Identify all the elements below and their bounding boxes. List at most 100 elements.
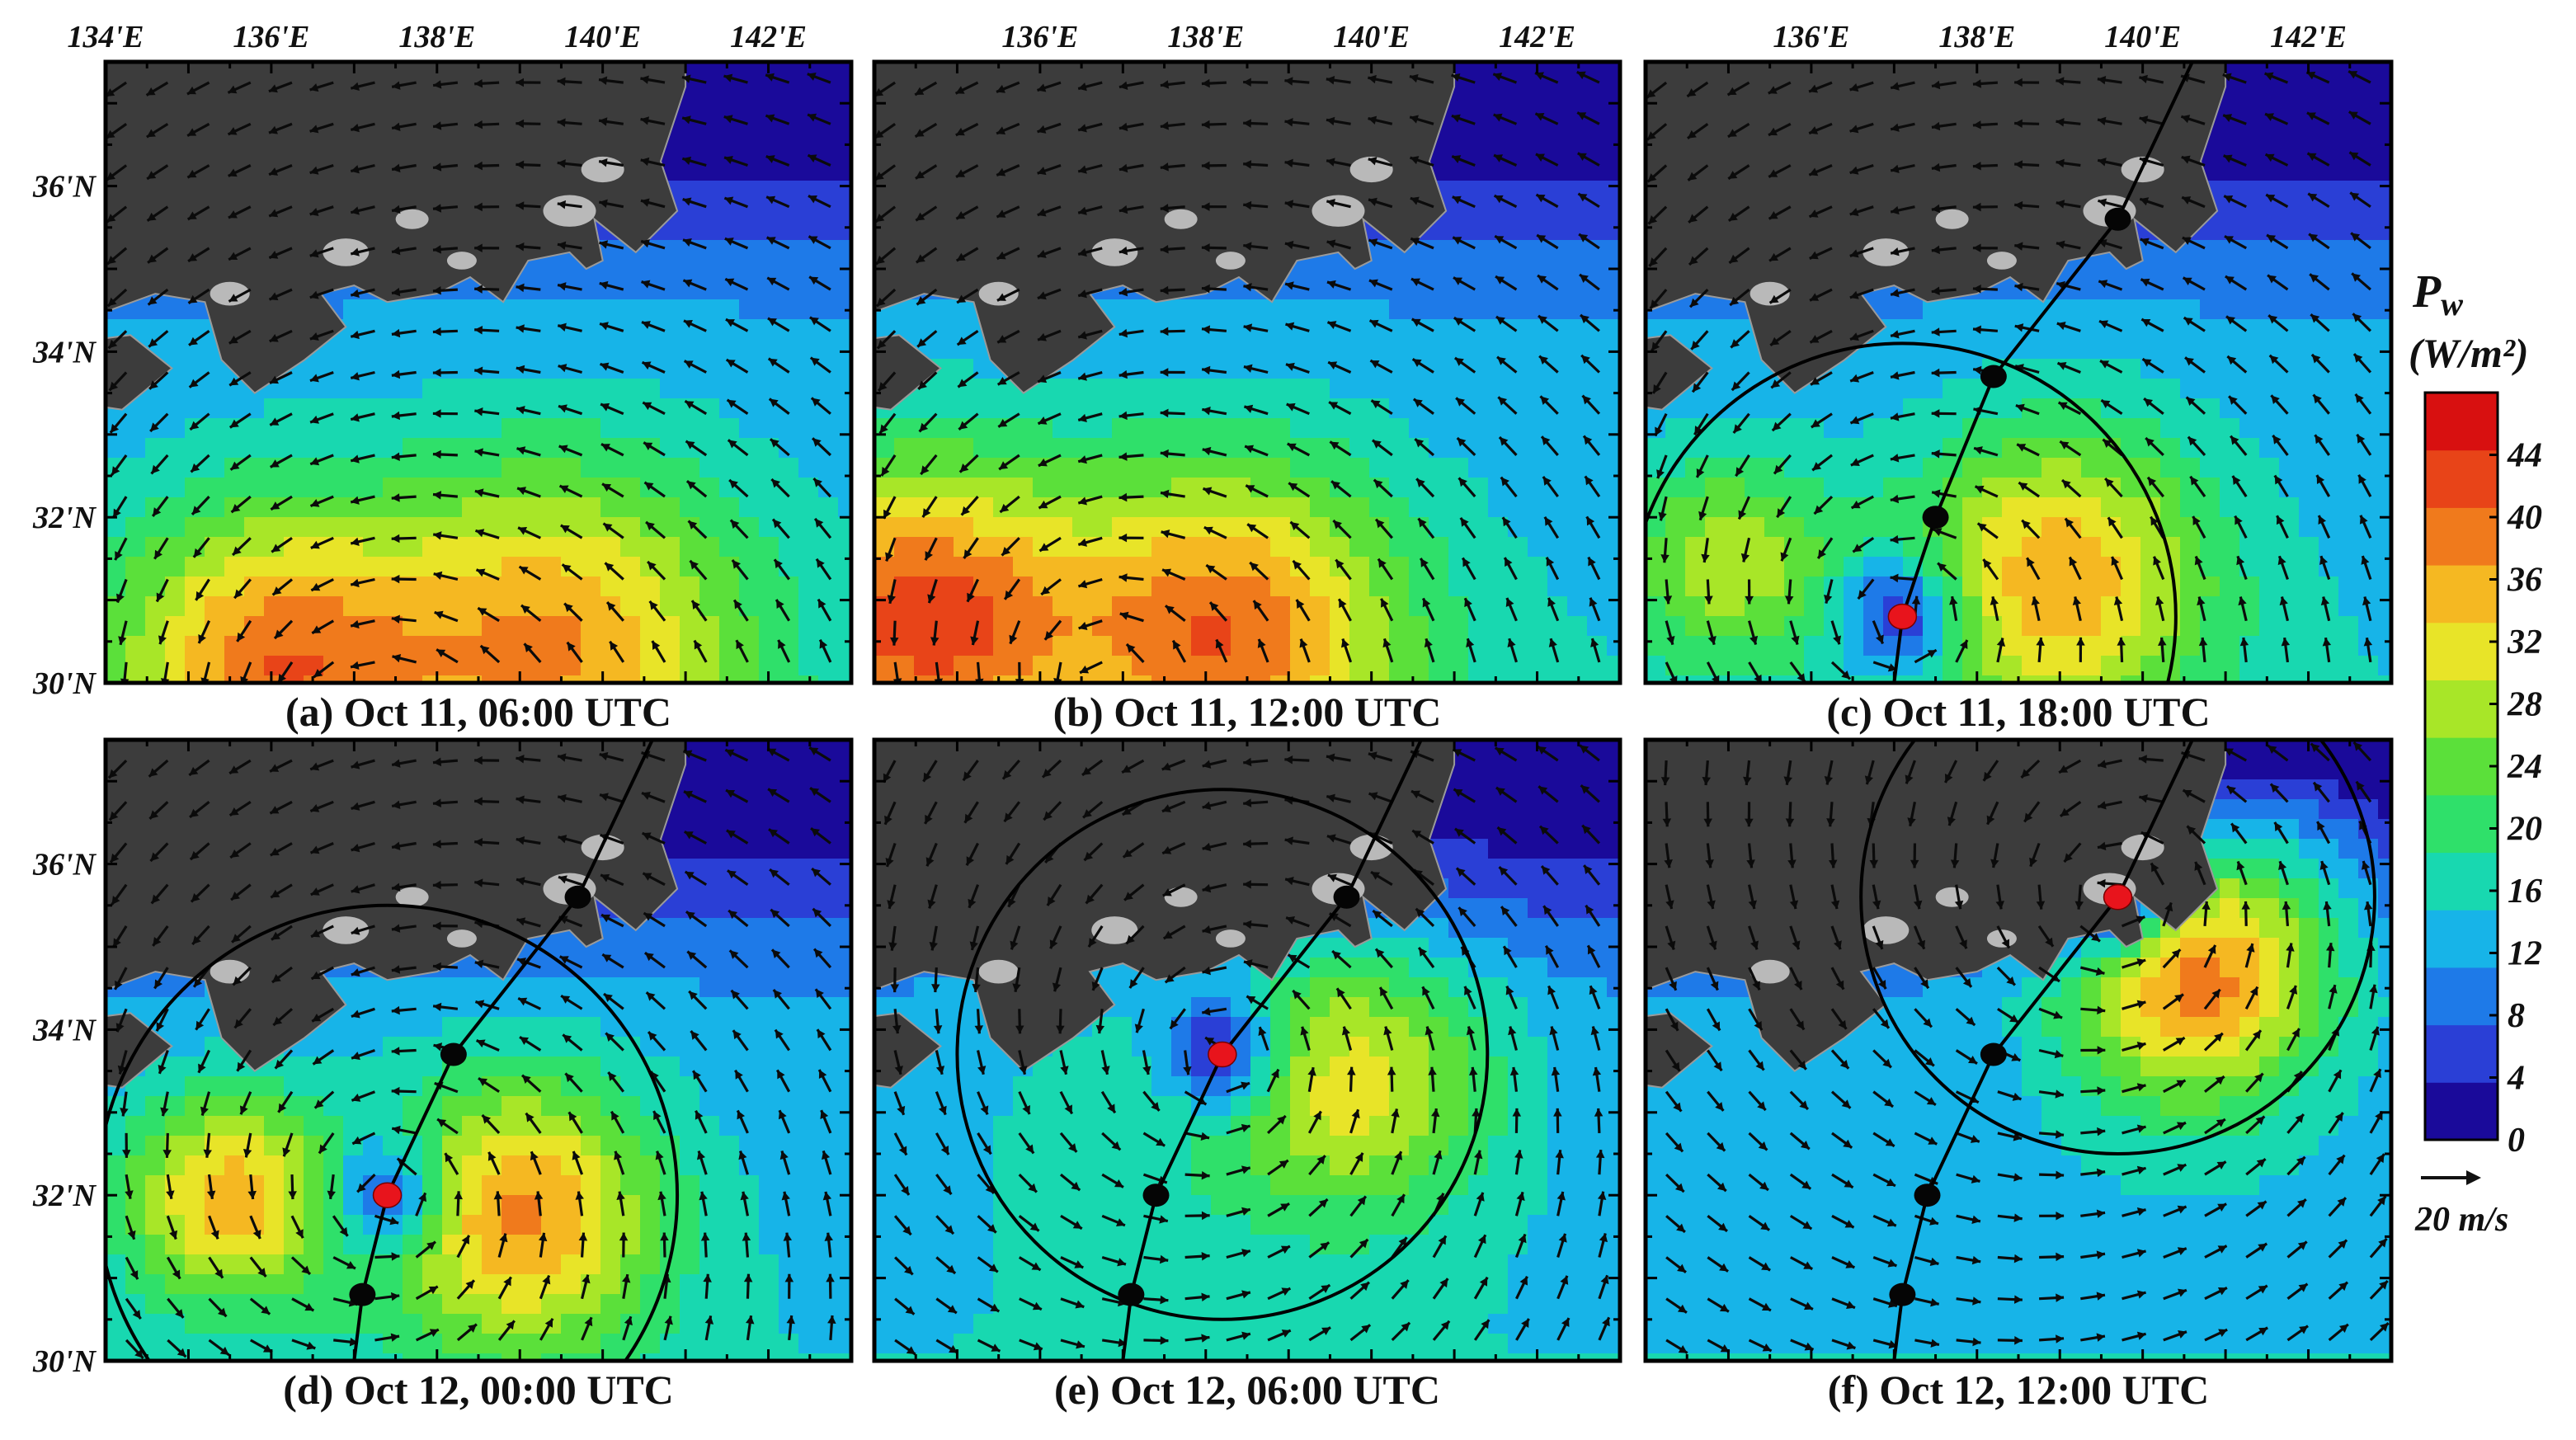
typhoon-center-current: [372, 1182, 403, 1208]
land-mass: [1646, 1012, 1713, 1089]
urban-area: [323, 238, 370, 266]
colorbar-tick-label: 28: [2507, 686, 2542, 724]
colorbar-unit: (W/m²): [2409, 330, 2529, 376]
longitude-label: 142'E: [2270, 20, 2347, 54]
colorbar-segment: [2425, 449, 2498, 508]
colorbar-tick-label: 36: [2507, 562, 2542, 600]
influence-circle: [1646, 341, 2178, 683]
urban-area: [1215, 929, 1246, 948]
wind-vectors: [1660, 741, 2390, 1354]
urban-area: [1986, 929, 2017, 948]
latitude-label: 32'N: [32, 1179, 97, 1213]
colorbar-segment: [2425, 852, 2498, 911]
wind-vectors: [874, 70, 1601, 683]
typhoon-center-current: [1208, 1041, 1237, 1068]
latitude-label: 30'N: [32, 666, 97, 701]
wind-vectors: [107, 746, 836, 1359]
typhoon-center-past: [1889, 1282, 1916, 1306]
latitude-label: 34'N: [32, 335, 97, 369]
colorbar-segment: [2425, 1024, 2498, 1083]
longitude-label: 136'E: [233, 20, 309, 54]
colorbar-segment: [2425, 393, 2498, 451]
typhoon-center-past: [1142, 1184, 1170, 1207]
panel-caption: (e) Oct 12, 06:00 UTC: [1054, 1367, 1440, 1413]
typhoon-center-past: [1118, 1282, 1145, 1306]
colorbar-tick-label: 20: [2507, 811, 2542, 849]
typhoon-center-past: [564, 885, 591, 909]
typhoon-center-past: [1980, 1042, 2007, 1066]
urban-area: [1164, 887, 1198, 907]
panel-caption: (a) Oct 11, 06:00 UTC: [285, 689, 671, 735]
vector-scale-label: 20 m/s: [2414, 1201, 2508, 1239]
latitude-label: 36'N: [32, 170, 97, 205]
urban-area: [1750, 959, 1790, 984]
urban-area: [1750, 281, 1790, 306]
longitude-label: 142'E: [730, 20, 807, 54]
typhoon-center-past: [1914, 1184, 1941, 1207]
panel-caption: (b) Oct 11, 12:00 UTC: [1053, 689, 1442, 735]
urban-area: [978, 959, 1019, 984]
land-mass: [1646, 62, 2227, 394]
colorbar-segment: [2425, 1082, 2498, 1141]
latitude-label: 32'N: [32, 501, 97, 535]
urban-area: [210, 281, 250, 306]
land-mass: [874, 1012, 942, 1089]
panel-caption: (f) Oct 12, 12:00 UTC: [1828, 1367, 2209, 1413]
urban-area: [543, 195, 596, 227]
typhoon-center-past: [1333, 885, 1360, 909]
colorbar-segment: [2425, 910, 2498, 968]
urban-area: [395, 887, 429, 907]
panel-caption: (d) Oct 12, 00:00 UTC: [283, 1367, 674, 1413]
longitude-label: 142'E: [1499, 20, 1575, 54]
typhoon-center-past: [2104, 207, 2131, 231]
colorbar-title: Pw: [2412, 266, 2463, 322]
longitude-label: 140'E: [564, 20, 641, 54]
colorbar-tick-label: 0: [2508, 1122, 2525, 1160]
urban-area: [446, 929, 477, 948]
colorbar-tick-label: 24: [2507, 748, 2542, 786]
colorbar-segment: [2425, 565, 2498, 624]
latitude-label: 30'N: [32, 1344, 97, 1379]
influence-circle: [106, 903, 679, 1361]
longitude-label: 136'E: [1773, 20, 1849, 54]
colorbar-tick-label: 40: [2507, 499, 2542, 537]
colorbar-segment: [2425, 737, 2498, 796]
land-mass: [1646, 334, 1713, 411]
longitude-label: 140'E: [2104, 20, 2181, 54]
colorbar: Pw (W/m²) 0 4 8 12 16 20 24 28 32 36 40 44: [2409, 266, 2542, 1160]
urban-area: [978, 281, 1019, 306]
vector-scale: 20 m/s: [2414, 1170, 2508, 1239]
colorbar-tick-label: 32: [2507, 624, 2542, 661]
influence-circle: [955, 788, 1490, 1321]
colorbar-tick-label: 44: [2507, 437, 2542, 475]
colorbar-segment: [2425, 794, 2498, 854]
urban-area: [395, 209, 429, 229]
urban-area: [1863, 238, 1910, 266]
map-panel: 134'E 136'E 138'E 140'E 142'E 36'N 34'N 32'N 30'…: [32, 20, 854, 735]
urban-area: [1091, 238, 1138, 266]
urban-area: [1164, 209, 1198, 229]
longitude-label: 136'E: [1001, 20, 1078, 54]
longitude-label: 138'E: [1167, 20, 1244, 54]
land-mass: [874, 62, 1456, 394]
colorbar-segment: [2425, 967, 2498, 1026]
longitude-label: 140'E: [1333, 20, 1410, 54]
longitude-label: 134'E: [68, 20, 144, 54]
typhoon-center-past: [1922, 506, 1949, 529]
colorbar-segment: [2425, 622, 2498, 680]
colorbar-scale: [2423, 391, 2499, 1141]
urban-area: [1986, 252, 2017, 270]
map-panel: 136'E 138'E 140'E 142'E (b) Oct 11, 12:00 UT…: [872, 20, 1622, 735]
colorbar-tick-label: 8: [2508, 997, 2525, 1035]
latitude-label: 36'N: [32, 848, 97, 882]
panels: 134'E 136'E 138'E 140'E 142'E 36'N 34'N 32'N 30'…: [32, 20, 2394, 1413]
longitude-label: 138'E: [1938, 20, 2015, 54]
typhoon-center-current: [1887, 603, 1918, 630]
typhoon-center-past: [349, 1282, 376, 1306]
colorbar-segment: [2425, 680, 2498, 738]
typhoon-center-past: [440, 1042, 467, 1066]
urban-area: [1312, 195, 1365, 227]
colorbar-title-subscript: w: [2441, 285, 2463, 322]
land-mass: [106, 62, 687, 394]
right-arrow-icon: [2421, 1170, 2481, 1185]
